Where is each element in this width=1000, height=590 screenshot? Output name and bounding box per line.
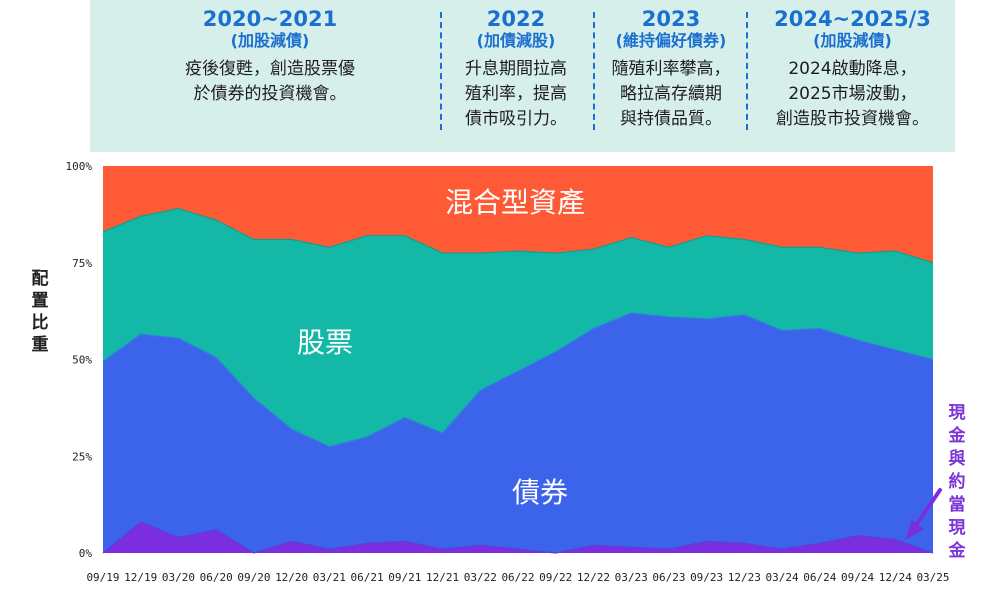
cash-series-label: 現金與約當現金 (948, 403, 966, 561)
area-series-1 (103, 313, 933, 553)
x-tick-label: 06/20 (200, 571, 233, 584)
x-tick-label: 03/20 (162, 571, 195, 584)
series-boundary-line (102, 521, 934, 554)
commentary-2020-2021: 2020~2021 (加股減債) 疫後復甦，創造股票優 於債券的投資機會。 (150, 8, 390, 107)
period-desc: 疫後復甦，創造股票優 於債券的投資機會。 (185, 59, 355, 104)
period-title: 2020~2021 (202, 7, 338, 31)
period-desc: 隨殖利率攀高， 略拉高存續期 與持債品質。 (611, 59, 731, 129)
x-tick-label: 03/25 (916, 571, 949, 584)
period-title: 2023 (641, 7, 701, 31)
x-tick-label: 06/21 (351, 571, 384, 584)
divider (593, 12, 595, 130)
x-tick-label: 12/23 (728, 571, 761, 584)
mixed-series-label: 混合型資產 (445, 186, 585, 219)
x-tick-label: 06/23 (652, 571, 685, 584)
area-series-2 (103, 208, 933, 447)
x-tick-label: 03/23 (615, 571, 648, 584)
x-tick-label: 09/23 (690, 571, 723, 584)
commentary-panel: 2020~2021 (加股減債) 疫後復甦，創造股票優 於債券的投資機會。 20… (90, 0, 955, 152)
series-boundary-line (102, 312, 934, 448)
cash-arrow-line (913, 488, 942, 529)
period-action: (加股減債) (813, 31, 892, 50)
cash-arrow-head (905, 520, 924, 540)
y-tick-label: 0% (79, 547, 93, 560)
x-tick-label: 09/22 (539, 571, 572, 584)
period-desc: 升息期間拉高 殖利率，提高 債市吸引力。 (465, 59, 567, 129)
y-tick-label: 25% (72, 450, 92, 463)
x-tick-label: 12/21 (426, 571, 459, 584)
y-tick-label: 100% (66, 160, 93, 173)
x-tick-label: 09/19 (86, 571, 119, 584)
period-action: (維持偏好債券) (615, 31, 727, 50)
series-boundary-line (102, 207, 934, 264)
period-action: (加股減債) (230, 31, 310, 50)
x-tick-label: 03/21 (313, 571, 346, 584)
x-tick-label: 03/24 (766, 571, 799, 584)
x-tick-label: 06/24 (803, 571, 836, 584)
x-tick-label: 12/20 (275, 571, 308, 584)
period-action: (加債減股) (476, 31, 556, 50)
x-tick-label: 09/20 (237, 571, 270, 584)
x-tick-label: 09/21 (388, 571, 421, 584)
y-tick-label: 75% (72, 257, 92, 270)
x-tick-label: 09/24 (841, 571, 874, 584)
period-desc: 2024啟動降息， 2025市場波動， 創造股市投資機會。 (776, 59, 929, 129)
x-tick-label: 03/22 (464, 571, 497, 584)
period-title: 2022 (486, 7, 546, 31)
commentary-2022: 2022 (加債減股) 升息期間拉高 殖利率，提高 債市吸引力。 (446, 8, 586, 132)
x-tick-label: 12/24 (879, 571, 912, 584)
period-title: 2024~2025/3 (774, 7, 931, 31)
divider (746, 12, 748, 130)
x-tick-label: 06/22 (501, 571, 534, 584)
commentary-2024-2025: 2024~2025/3 (加股減債) 2024啟動降息， 2025市場波動， 創… (750, 8, 955, 132)
area-series-3 (103, 166, 933, 263)
x-tick-label: 12/19 (124, 571, 157, 584)
divider (440, 12, 442, 130)
commentary-2023: 2023 (維持偏好債券) 隨殖利率攀高， 略拉高存續期 與持債品質。 (596, 8, 746, 132)
stocks-series-label: 股票 (297, 326, 353, 359)
y-tick-label: 50% (72, 354, 92, 367)
bonds-series-label: 債券 (512, 476, 568, 509)
x-tick-label: 12/22 (577, 571, 610, 584)
y-axis-label: 配置比重 (31, 269, 49, 355)
